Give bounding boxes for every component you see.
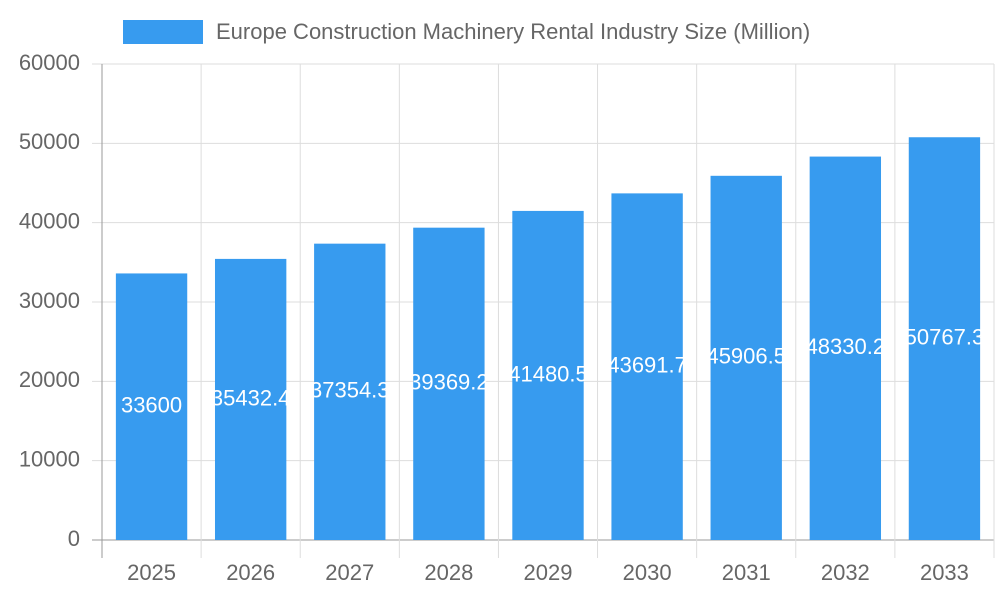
data-label: 39369.2 [409, 370, 489, 395]
data-label: 50767.3 [905, 324, 985, 349]
y-tick-label: 30000 [19, 288, 80, 313]
data-label: 37354.3 [310, 378, 390, 403]
x-tick-label: 2030 [623, 560, 672, 585]
bar [611, 193, 683, 540]
y-tick-label: 10000 [19, 446, 80, 471]
bar [115, 273, 188, 540]
x-tick-label: 2029 [524, 560, 573, 585]
x-tick-label: 2025 [127, 560, 176, 585]
y-tick-label: 50000 [19, 129, 80, 154]
data-label: 43691.7 [607, 353, 687, 378]
data-label: 45906.5 [706, 344, 786, 369]
x-tick-label: 2027 [325, 560, 374, 585]
y-tick-label: 40000 [19, 208, 80, 233]
x-tick-label: 2026 [226, 560, 275, 585]
data-label: 48330.2 [806, 334, 886, 359]
bar [314, 243, 386, 540]
bar [512, 210, 584, 540]
legend-swatch [123, 20, 203, 44]
y-tick-label: 60000 [19, 50, 80, 75]
x-tick-label: 2032 [821, 560, 870, 585]
x-tick-label: 2033 [920, 560, 969, 585]
bar [214, 258, 287, 540]
x-tick-label: 2031 [722, 560, 771, 585]
data-label: 33600 [121, 393, 182, 418]
data-label: 35432.4 [211, 385, 291, 410]
x-tick-label: 2028 [424, 560, 473, 585]
y-tick-label: 0 [68, 526, 80, 551]
data-label: 41480.5 [508, 361, 588, 386]
bar [413, 227, 485, 540]
legend-label: Europe Construction Machinery Rental Ind… [216, 19, 810, 44]
bar [710, 175, 782, 541]
bar [908, 137, 981, 540]
y-tick-label: 20000 [19, 367, 80, 392]
bar [809, 156, 882, 540]
